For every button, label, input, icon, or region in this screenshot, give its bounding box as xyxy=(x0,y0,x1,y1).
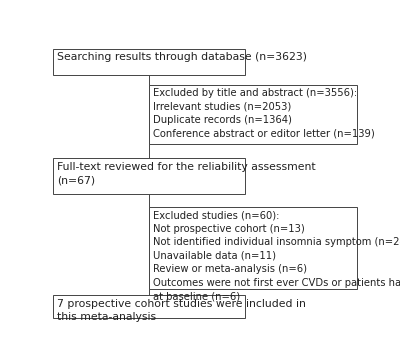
Text: Excluded studies (n=60):
Not prospective cohort (n=13)
Not identified individual: Excluded studies (n=60): Not prospective… xyxy=(153,210,400,302)
Bar xyxy=(149,207,357,288)
Bar xyxy=(53,49,245,75)
Text: Excluded by title and abstract (n=3556):
Irrelevant studies (n=2053)
Duplicate r: Excluded by title and abstract (n=3556):… xyxy=(153,88,375,139)
Text: Full-text reviewed for the reliability assessment
(n=67): Full-text reviewed for the reliability a… xyxy=(57,162,316,185)
Bar xyxy=(53,158,245,194)
Bar xyxy=(149,85,357,144)
Text: 7 prospective cohort studies were included in
this meta-analysis: 7 prospective cohort studies were includ… xyxy=(57,299,306,322)
Bar xyxy=(53,296,245,318)
Text: Searching results through database (n=3623): Searching results through database (n=36… xyxy=(57,52,307,62)
